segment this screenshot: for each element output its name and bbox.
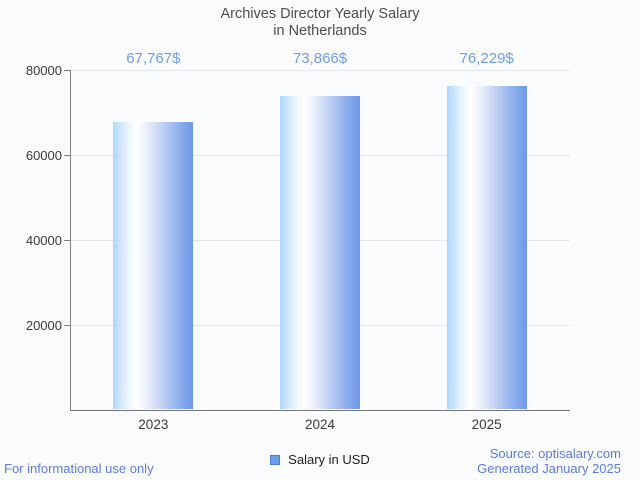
x-tick-label: 2025: [471, 417, 502, 432]
y-tick-label: 40000: [25, 233, 62, 248]
disclaimer-text: For informational use only: [4, 461, 154, 476]
chart-title-line2: in Netherlands: [273, 23, 367, 39]
bar-2025[interactable]: [446, 86, 527, 409]
y-tick-mark: [64, 155, 70, 156]
source-text: Source: optisalary.com: [489, 446, 621, 461]
y-tick-label: 20000: [25, 318, 62, 333]
y-tick-label: 80000: [25, 63, 62, 78]
legend: Salary in USD: [0, 452, 640, 467]
bar-2024[interactable]: [280, 96, 360, 409]
x-tick-label: 2024: [304, 417, 336, 432]
y-tick-mark: [64, 70, 70, 71]
gridline: [71, 70, 570, 71]
y-axis-line: [70, 70, 71, 410]
legend-swatch-icon: [270, 454, 281, 465]
y-tick-mark: [64, 325, 70, 326]
source-block: Source: optisalary.com Generated January…: [477, 446, 621, 476]
bar-value-label: 73,866$: [292, 50, 348, 67]
generated-text: Generated January 2025: [477, 461, 621, 476]
y-tick-label: 60000: [25, 148, 62, 163]
bar-value-label: 67,767$: [126, 50, 181, 67]
legend-label: Salary in USD: [288, 452, 370, 467]
bar-2023[interactable]: [113, 122, 194, 409]
chart-title: Archives Director Yearly Salary in Nethe…: [0, 6, 640, 40]
x-axis-line: [70, 410, 570, 411]
x-tick-label: 2023: [138, 417, 169, 432]
plot-area: 20000 40000 60000 80000 67,767$ 2023 73,866$ 20…: [26, 51, 570, 432]
chart-title-line1: Archives Director Yearly Salary: [220, 6, 420, 22]
y-tick-mark: [64, 240, 70, 241]
bar-value-label: 76,229$: [459, 50, 514, 67]
